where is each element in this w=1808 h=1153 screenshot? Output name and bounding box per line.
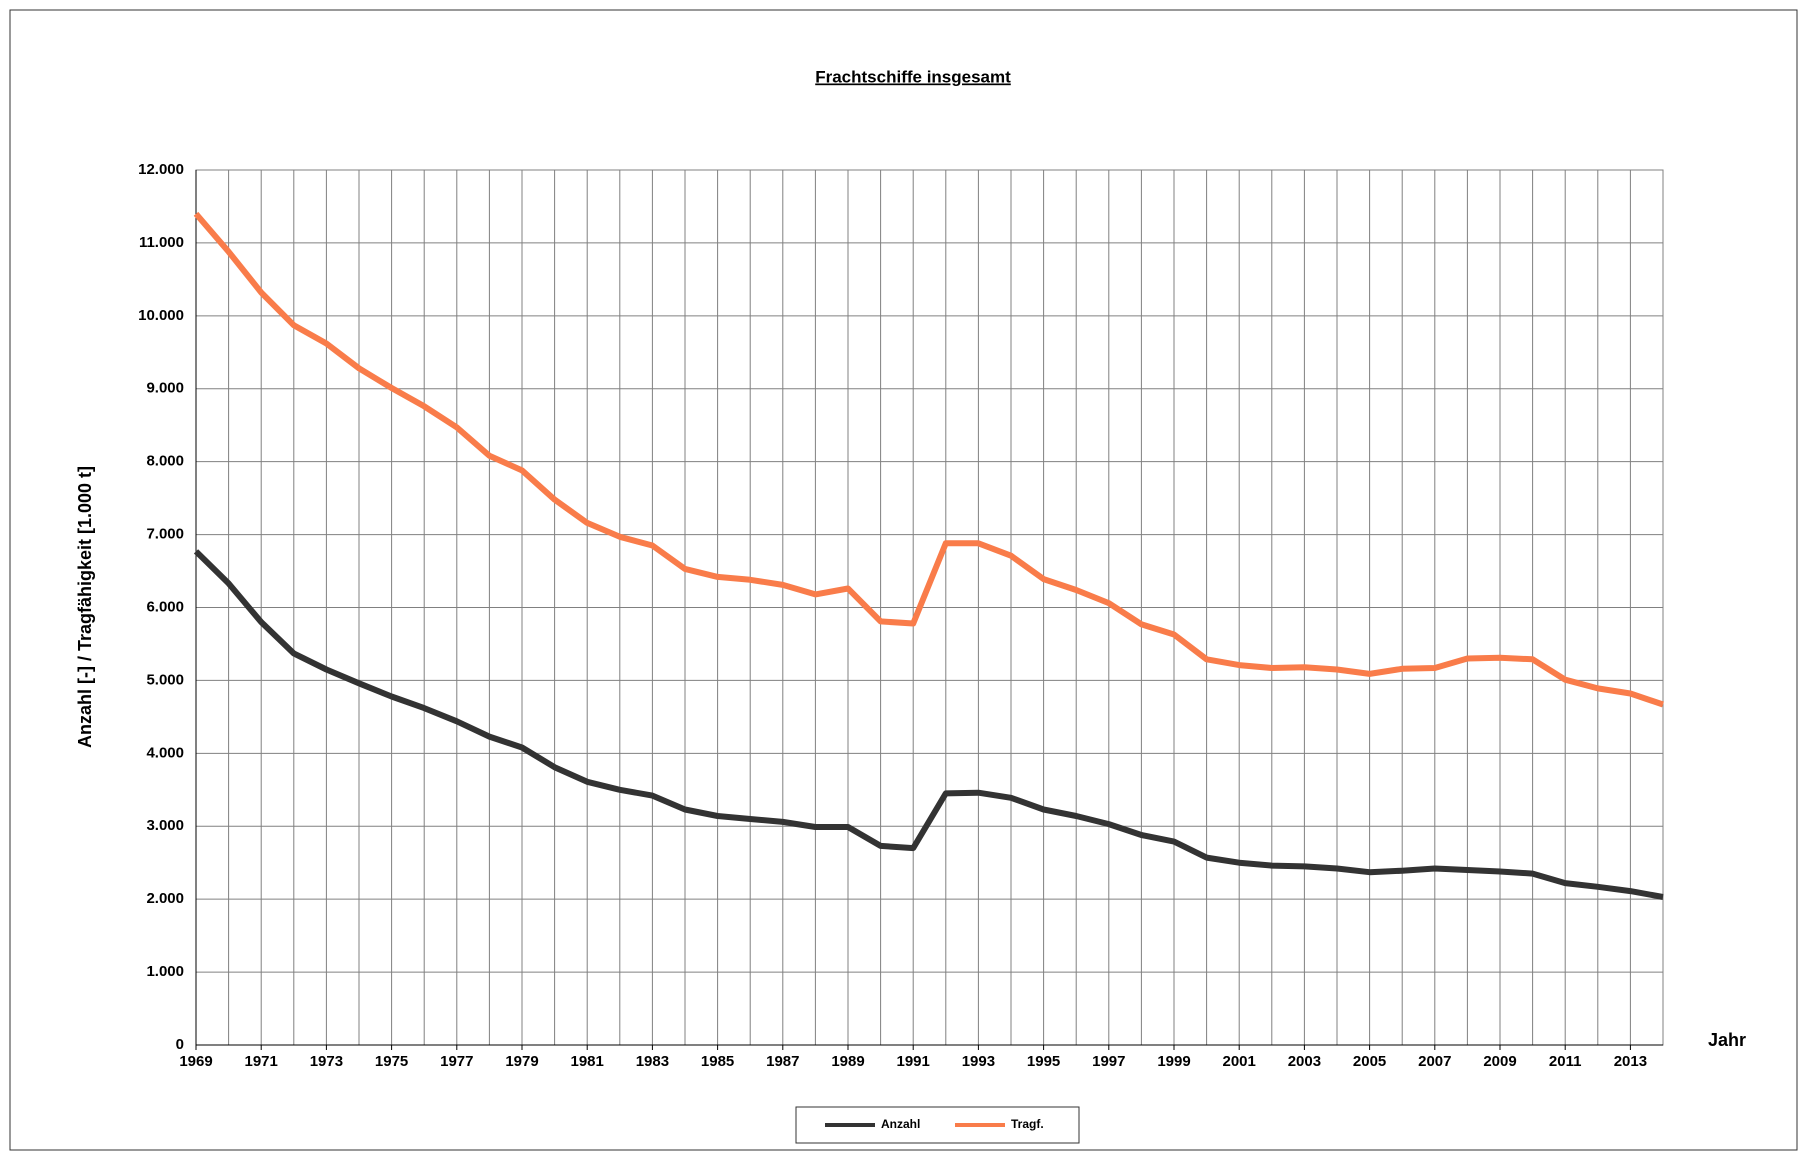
y-tick-label: 5.000: [146, 671, 184, 688]
chart-title: Frachtschiffe insgesamt: [815, 67, 1011, 86]
x-tick-label: 1979: [505, 1053, 538, 1070]
series-line: [193, 549, 1664, 900]
y-tick-label: 3.000: [146, 817, 184, 834]
y-tick-label: 1.000: [146, 963, 184, 980]
x-tick-label: 1983: [636, 1053, 669, 1070]
y-tick-label: 9.000: [146, 380, 184, 397]
x-tick-label: 1971: [245, 1053, 278, 1070]
y-tick-label: 8.000: [146, 453, 184, 470]
x-tick-label: 2001: [1223, 1053, 1256, 1070]
x-tick-label: 1985: [701, 1053, 734, 1070]
y-tick-label: 2.000: [146, 890, 184, 907]
y-tick-label: 10.000: [138, 307, 184, 324]
x-tick-label: 2007: [1418, 1053, 1451, 1070]
y-axis-title: Anzahl [-] / Tragfähigkeit [1.000 t]: [75, 466, 95, 748]
x-tick-label: 1977: [440, 1053, 473, 1070]
series-line: [193, 211, 1664, 708]
y-tick-label: 11.000: [139, 234, 184, 251]
x-tick-label: 1973: [310, 1053, 343, 1070]
x-tick-label: 2011: [1549, 1053, 1582, 1070]
x-tick-label: 2003: [1288, 1053, 1321, 1070]
x-tick-label: 1991: [897, 1053, 930, 1070]
x-tick-label: 2009: [1483, 1053, 1516, 1070]
x-axis-title: Jahr: [1708, 1030, 1746, 1050]
x-tick-label: 1989: [831, 1053, 864, 1070]
y-tick-label: 6.000: [146, 598, 184, 615]
x-tick-label: 1981: [571, 1053, 604, 1070]
y-tick-label: 12.000: [138, 161, 184, 178]
x-tick-label: 1975: [375, 1053, 408, 1070]
legend-label: Tragf.: [1011, 1117, 1044, 1131]
x-tick-label: 2005: [1353, 1053, 1386, 1070]
x-tick-label: 1993: [962, 1053, 995, 1070]
y-tick-label: 0: [176, 1036, 184, 1053]
x-tick-label: 1969: [179, 1053, 212, 1070]
y-tick-label: 4.000: [146, 744, 184, 761]
x-tick-label: 1997: [1092, 1053, 1125, 1070]
x-tick-label: 1999: [1157, 1053, 1190, 1070]
legend-label: Anzahl: [881, 1117, 920, 1131]
y-tick-label: 7.000: [146, 526, 184, 543]
x-tick-label: 1995: [1027, 1053, 1060, 1070]
x-tick-label: 1987: [766, 1053, 799, 1070]
x-tick-label: 2013: [1614, 1053, 1647, 1070]
